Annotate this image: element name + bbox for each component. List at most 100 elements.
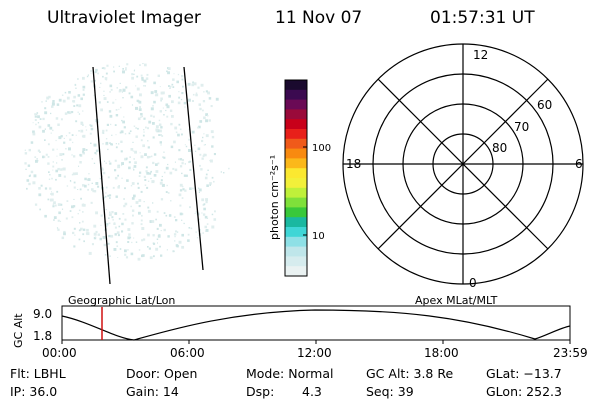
uv-speckle xyxy=(162,107,164,109)
uv-speckle xyxy=(56,155,58,157)
uv-speckle xyxy=(122,120,125,124)
uv-speckle xyxy=(79,153,82,157)
uv-speckle xyxy=(159,245,161,248)
uv-speckle xyxy=(142,63,144,65)
uv-speckle xyxy=(160,97,163,101)
uv-speckle xyxy=(169,87,171,89)
uv-speckle xyxy=(170,122,173,126)
uv-speckle xyxy=(82,124,84,126)
uv-speckle xyxy=(198,187,200,189)
uv-speckle xyxy=(34,119,37,121)
uv-speckle xyxy=(200,168,203,171)
uv-speckle xyxy=(47,198,50,201)
uv-speckle xyxy=(129,156,131,158)
uv-speckle xyxy=(73,155,76,158)
uv-speckle xyxy=(50,112,52,115)
uv-speckle xyxy=(131,104,134,106)
uv-speckle xyxy=(133,194,136,198)
uv-speckle xyxy=(105,186,108,189)
uv-speckle xyxy=(33,174,37,178)
uv-speckle xyxy=(185,145,188,148)
uv-speckle xyxy=(155,128,159,132)
uv-speckle xyxy=(106,64,109,67)
colorbar-segment xyxy=(285,197,307,208)
uv-speckle xyxy=(90,70,92,72)
uv-speckle xyxy=(108,213,112,217)
uv-speckle xyxy=(44,111,48,115)
uv-speckle xyxy=(43,156,46,159)
uv-speckle xyxy=(37,122,40,124)
uv-speckle xyxy=(72,231,75,235)
uv-speckle xyxy=(47,156,50,158)
uv-speckle xyxy=(115,195,118,198)
uv-speckle xyxy=(205,134,209,138)
uv-speckle xyxy=(57,123,60,126)
uv-speckle xyxy=(209,182,212,185)
uv-speckle xyxy=(187,233,190,236)
uv-speckle xyxy=(140,113,143,116)
colorbar-segment xyxy=(285,129,307,140)
uv-speckle xyxy=(181,159,184,162)
uv-speckle xyxy=(88,173,90,175)
colorbar-segment xyxy=(285,89,307,101)
uv-speckle xyxy=(120,140,123,143)
uv-speckle xyxy=(141,214,143,217)
uv-speckle xyxy=(140,155,144,159)
uv-speckle xyxy=(113,70,115,73)
uv-speckle xyxy=(160,254,163,257)
uv-speckle xyxy=(138,199,142,202)
uv-speckle xyxy=(58,136,62,140)
uv-speckle xyxy=(139,171,142,174)
colorbar-segment xyxy=(285,207,307,218)
uv-speckle xyxy=(119,82,121,84)
uv-speckle xyxy=(82,85,86,89)
uv-speckle xyxy=(62,153,65,156)
uv-speckle xyxy=(44,128,46,130)
uv-speckle xyxy=(134,150,137,154)
uv-speckle xyxy=(101,175,103,178)
uv-speckle xyxy=(86,179,88,181)
uv-speckle xyxy=(103,243,106,247)
uv-speckle xyxy=(181,133,183,136)
uv-speckle xyxy=(91,182,93,184)
uv-speckle xyxy=(90,80,93,83)
uv-speckle xyxy=(69,180,72,182)
uv-speckle xyxy=(201,212,203,214)
uv-speckle xyxy=(137,257,141,261)
uv-speckle xyxy=(215,97,219,101)
gain-info: Gain: 14 xyxy=(126,384,179,399)
uv-speckle xyxy=(188,161,190,164)
mlt-label-bottom: 0 xyxy=(469,276,477,290)
uv-speckle xyxy=(205,90,208,93)
uv-speckle xyxy=(167,67,171,70)
uv-speckle xyxy=(77,189,79,190)
uv-speckle xyxy=(95,149,99,153)
uv-speckle xyxy=(75,172,78,175)
uv-speckle xyxy=(105,78,107,81)
uv-speckle xyxy=(52,161,54,163)
uv-speckle xyxy=(152,105,154,107)
uv-speckle xyxy=(105,192,107,194)
uv-speckle xyxy=(109,114,113,118)
time-label: 01:57:31 UT xyxy=(430,8,535,28)
uv-speckle xyxy=(91,188,94,191)
uv-speckle xyxy=(57,219,60,222)
uv-speckle xyxy=(84,184,87,188)
uv-speckle xyxy=(169,85,172,88)
uv-speckle xyxy=(85,126,87,128)
uv-speckle xyxy=(120,106,122,109)
uv-speckle xyxy=(166,70,168,73)
uv-speckle xyxy=(102,236,106,239)
uv-speckle xyxy=(155,163,158,166)
uv-speckle xyxy=(174,236,176,238)
uv-speckle xyxy=(30,170,34,174)
uv-speckle xyxy=(131,197,135,200)
uv-speckle xyxy=(102,75,104,78)
uv-speckle xyxy=(172,86,175,88)
uv-speckle xyxy=(76,104,79,107)
uv-speckle xyxy=(93,190,97,193)
uv-speckle xyxy=(113,222,116,225)
uv-speckle xyxy=(127,249,129,251)
uv-speckle xyxy=(36,158,38,160)
uv-speckle xyxy=(55,178,57,181)
